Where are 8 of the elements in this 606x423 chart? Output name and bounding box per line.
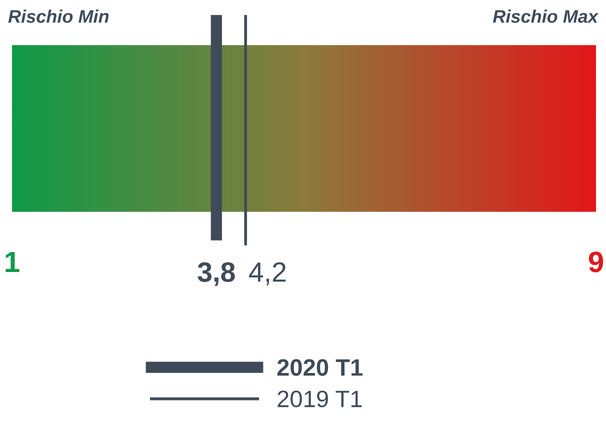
text: Rischio Min xyxy=(8,10,109,23)
x-tick-label: 1 xyxy=(6,252,20,272)
x-tick-label: 9 xyxy=(588,252,604,272)
text: 4,2 xyxy=(249,262,286,286)
legend-label: 2020 T1 xyxy=(277,359,363,376)
text: 3,8 xyxy=(198,262,235,286)
legend-label: 2019 T1 xyxy=(278,390,362,408)
text: Rischio Max xyxy=(492,10,599,23)
